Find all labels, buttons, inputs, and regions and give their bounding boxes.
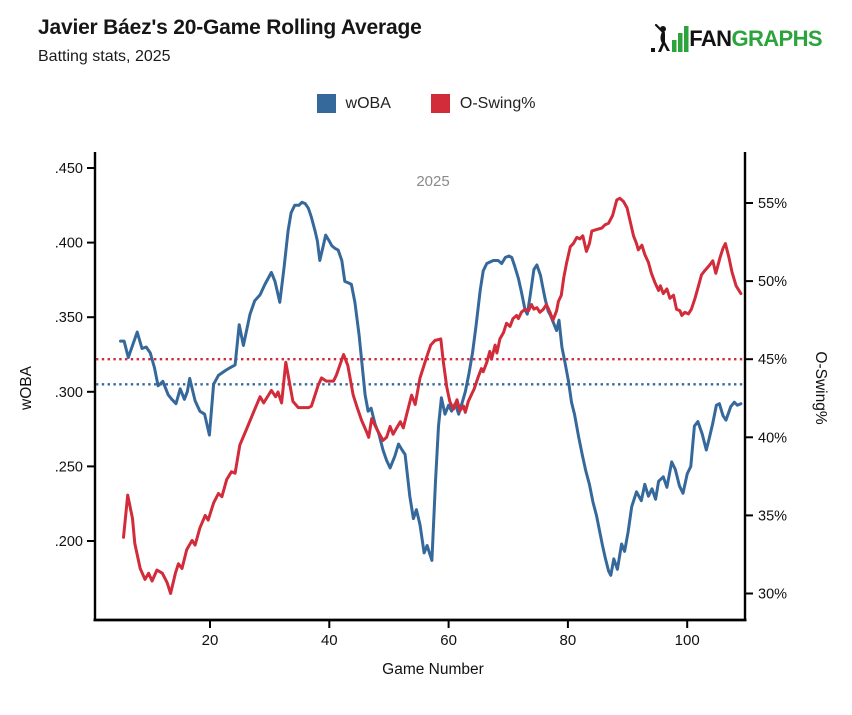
right-tick-label: 35% — [758, 508, 787, 524]
right-tick-label: 45% — [758, 352, 787, 368]
left-tick-label: .300 — [55, 385, 83, 401]
woba-line — [119, 200, 743, 577]
chart-legend: wOBA O-Swing% — [0, 94, 852, 113]
fangraphs-batter-icon — [651, 23, 689, 52]
x-tick-label: 60 — [440, 632, 457, 649]
woba-swatch — [316, 94, 336, 113]
oswing-legend-label: O-Swing% — [459, 94, 536, 112]
left-tick-label: .350 — [55, 310, 83, 326]
legend-item-woba: wOBA — [316, 94, 391, 113]
y-axis-right-title: O-Swing% — [812, 351, 829, 424]
o-swing-line — [122, 196, 743, 595]
logo-wordmark: FANGRAPHS — [689, 24, 822, 54]
left-tick-label: .250 — [55, 459, 83, 475]
fangraphs-logo: FANGRAPHS — [651, 22, 823, 54]
right-tick-label: 50% — [758, 274, 787, 290]
left-tick-label: .200 — [55, 534, 83, 550]
x-tick-label: 100 — [675, 632, 700, 649]
x-tick-label: 20 — [202, 632, 219, 649]
right-tick-label: 40% — [758, 430, 787, 446]
season-annotation: 2025 — [416, 173, 449, 190]
oswing-swatch — [430, 94, 450, 113]
x-tick-label: 80 — [560, 632, 577, 649]
left-tick-label: .400 — [55, 236, 83, 252]
x-axis-title: Game Number — [382, 661, 484, 678]
woba-legend-label: wOBA — [345, 94, 391, 112]
page-subtitle: Batting stats, 2025 — [38, 48, 171, 65]
right-tick-label: 30% — [758, 587, 787, 603]
legend-item-oswing: O-Swing% — [430, 94, 536, 113]
right-tick-label: 55% — [758, 196, 787, 212]
x-tick-label: 40 — [321, 632, 338, 649]
page-title: Javier Báez's 20-Game Rolling Average — [38, 16, 422, 39]
y-axis-left-title: wOBA — [18, 365, 35, 411]
logo-fan-text: FAN — [689, 26, 732, 51]
left-tick-label: .450 — [55, 161, 83, 177]
logo-graphs-text: GRAPHS — [731, 26, 822, 51]
